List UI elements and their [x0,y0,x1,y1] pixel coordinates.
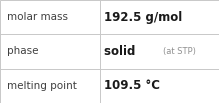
Text: molar mass: molar mass [7,12,68,22]
Text: 109.5 °C: 109.5 °C [104,79,160,92]
Text: melting point: melting point [7,81,76,91]
Text: (at STP): (at STP) [163,47,196,56]
Text: phase: phase [7,46,38,57]
Text: solid: solid [104,45,144,58]
Text: 192.5 g/mol: 192.5 g/mol [104,11,182,24]
